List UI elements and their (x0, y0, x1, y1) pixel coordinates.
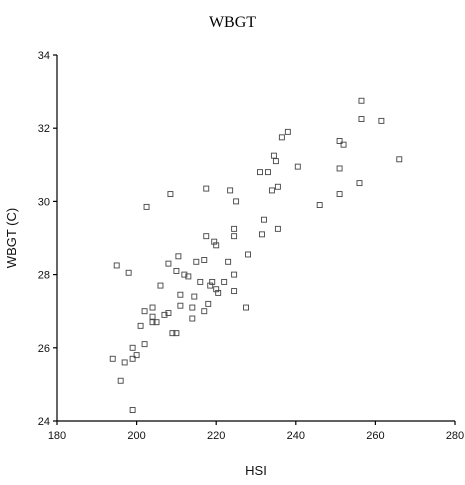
data-point (272, 158, 279, 165)
data-point (189, 315, 196, 322)
data-point (157, 282, 164, 289)
data-point (278, 134, 285, 141)
data-point (231, 288, 238, 295)
data-point (284, 128, 291, 135)
data-point (274, 183, 281, 190)
data-point (143, 203, 150, 210)
data-point (213, 242, 220, 249)
data-point (197, 278, 204, 285)
data-point (191, 293, 198, 300)
data-point (189, 304, 196, 311)
data-point (137, 322, 144, 329)
data-point (356, 180, 363, 187)
data-point (358, 97, 365, 104)
data-point (165, 310, 172, 316)
data-point (167, 191, 174, 198)
data-point (185, 273, 192, 280)
data-point (231, 233, 238, 240)
data-point (129, 407, 136, 413)
data-point (149, 304, 156, 311)
data-point (203, 185, 210, 192)
data-point (225, 258, 232, 265)
data-point (231, 225, 238, 232)
data-point (201, 257, 208, 263)
data-point (336, 165, 343, 172)
y-axis-label: WBGT (C) (4, 208, 19, 268)
data-point (149, 319, 156, 326)
data-point (173, 330, 180, 337)
data-point (270, 152, 277, 159)
y-tick-label: 34 (38, 50, 50, 62)
data-point (227, 187, 234, 194)
data-point (149, 313, 156, 320)
data-point (203, 233, 210, 240)
data-point (221, 278, 228, 285)
data-point (294, 163, 301, 170)
data-point (243, 304, 250, 311)
data-point (261, 216, 267, 223)
data-point (133, 352, 140, 359)
data-point (141, 341, 148, 348)
data-point (173, 267, 180, 274)
data-point (129, 344, 136, 351)
data-point (378, 117, 385, 124)
x-axis-label: HSI (245, 463, 267, 478)
data-point (211, 238, 218, 245)
x-tick-label: 240 (287, 430, 305, 442)
data-point (207, 282, 214, 289)
data-point (274, 225, 281, 232)
y-tick-label: 24 (38, 416, 50, 428)
x-tick-label: 180 (48, 430, 66, 442)
data-point (177, 302, 184, 309)
data-point (358, 116, 365, 123)
data-point (268, 187, 275, 194)
x-tick-label: 220 (207, 430, 225, 442)
data-point (169, 330, 176, 337)
data-point (177, 291, 184, 298)
data-point (113, 262, 120, 269)
data-point (121, 359, 128, 366)
data-point (340, 141, 347, 148)
data-point (336, 138, 343, 144)
data-point (205, 300, 212, 307)
data-point (215, 289, 222, 296)
data-point (209, 278, 216, 285)
data-point (141, 308, 148, 315)
data-point (264, 169, 271, 176)
data-point (336, 191, 343, 198)
data-point (181, 271, 188, 278)
x-tick-label: 260 (366, 430, 384, 442)
data-point (396, 156, 403, 163)
data-point (175, 253, 182, 260)
data-point (161, 311, 168, 318)
y-tick-label: 32 (38, 123, 50, 135)
x-tick-label: 200 (127, 430, 145, 442)
data-point (257, 169, 263, 176)
y-tick-label: 26 (38, 343, 50, 355)
data-point (193, 258, 200, 265)
data-point (201, 308, 208, 315)
data-point (245, 251, 251, 258)
data-point (153, 319, 160, 326)
data-point (316, 202, 323, 209)
data-point (125, 269, 132, 276)
data-point (165, 260, 172, 267)
y-tick-label: 30 (38, 196, 50, 208)
axes (56, 55, 455, 422)
data-point (109, 355, 116, 362)
data-point (213, 286, 220, 293)
x-axis-ticks: 180 200 220 240 260 280 (48, 421, 464, 442)
data-point (117, 377, 124, 384)
data-point (259, 231, 265, 238)
data-point (233, 198, 240, 205)
y-tick-label: 28 (38, 270, 50, 282)
data-points (109, 97, 403, 413)
data-point (231, 271, 238, 278)
data-point (129, 355, 136, 362)
x-tick-label: 280 (446, 430, 464, 442)
y-axis-ticks: 24 26 28 30 32 34 (38, 50, 57, 428)
chart-title: WBGT (208, 14, 257, 31)
